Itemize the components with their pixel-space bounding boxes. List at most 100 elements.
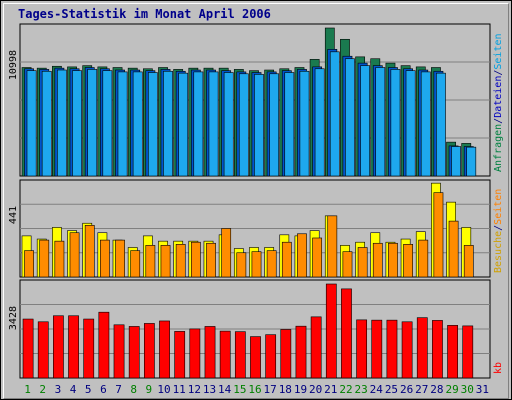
bar-kb-day-17: [265, 334, 277, 379]
bar-kb-day-11: [174, 331, 186, 379]
bar-seiten-day-6: [102, 70, 113, 177]
bar-seiten-day-18: [284, 72, 295, 177]
bar-seiten-day-30: [463, 245, 474, 278]
bar-seiten-day-3: [57, 69, 67, 177]
bar-seiten-day-3: [54, 240, 65, 278]
bar-seiten-day-25: [388, 242, 398, 278]
panel-bottom: 3428 kb: [8, 279, 504, 379]
bar-seiten-day-8: [132, 71, 143, 177]
bar-kb-day-18: [280, 329, 292, 379]
bar-kb-day-27: [416, 317, 428, 379]
bar-seiten-day-24: [372, 242, 383, 278]
x-tick-label-day-8: 8: [130, 383, 137, 396]
x-tick-label-day-13: 13: [203, 383, 216, 396]
x-tick-label-day-15: 15: [233, 383, 246, 396]
x-tick-label-day-2: 2: [39, 383, 46, 396]
bar-seiten-day-18: [281, 241, 292, 278]
bar-seiten-day-24: [375, 67, 386, 177]
bar-seiten-day-22: [342, 251, 353, 278]
bar-seiten-day-1: [24, 250, 34, 278]
bar-kb-day-4: [68, 315, 79, 379]
bar-seiten-day-23: [360, 65, 371, 177]
bar-kb-day-3: [53, 315, 64, 379]
bar-kb-day-24: [371, 319, 383, 379]
bar-seiten-day-30: [466, 146, 477, 177]
bar-seiten-day-25: [390, 69, 401, 177]
bar-seiten-day-28: [433, 192, 444, 278]
bar-seiten-day-11: [175, 244, 186, 278]
bar-seiten-day-13: [206, 242, 216, 278]
bar-kb-day-22: [341, 288, 352, 379]
legend-entry: /: [493, 70, 504, 76]
bar-seiten-day-26: [405, 70, 416, 177]
bar-kb-day-13: [204, 326, 216, 379]
bar-seiten-day-8: [130, 250, 141, 278]
bar-seiten-day-4: [69, 232, 80, 278]
bar-kb-day-23: [356, 319, 368, 379]
bar-seiten-day-12: [190, 241, 201, 278]
y-max-label: 3428: [8, 306, 19, 330]
bar-seiten-day-17: [266, 250, 277, 278]
x-tick-label-day-18: 18: [279, 383, 292, 396]
chart-inner-border: [3, 3, 509, 399]
bar-seiten-day-21: [327, 215, 338, 278]
bar-seiten-day-19: [299, 70, 310, 177]
bar-kb-day-7: [113, 324, 125, 379]
bar-seiten-day-21: [329, 51, 340, 177]
bar-seiten-day-13: [208, 71, 219, 177]
bar-kb-day-28: [432, 320, 443, 379]
bar-kb-day-30: [462, 325, 474, 379]
x-tick-label-day-22: 22: [339, 383, 352, 396]
panel-top: 10998 Anfragen/Dateien/Seiten: [8, 23, 504, 177]
legend-entry: Seiten: [493, 189, 504, 225]
x-tick-label-day-25: 25: [385, 383, 398, 396]
bar-seiten-day-29: [448, 220, 459, 278]
x-tick-label-day-16: 16: [248, 383, 261, 396]
y-max-label: 441: [8, 206, 19, 224]
x-tick-label-day-26: 26: [400, 383, 413, 396]
bar-seiten-day-15: [236, 252, 247, 278]
bar-kb-day-8: [128, 326, 140, 379]
x-tick-label-day-7: 7: [115, 383, 122, 396]
bar-kb-day-25: [386, 319, 398, 379]
x-tick-label-day-21: 21: [324, 383, 337, 396]
x-tick-label-day-19: 19: [294, 383, 307, 396]
bar-seiten-day-7: [115, 239, 125, 278]
legend-entry: /: [493, 118, 504, 124]
bar-kb-day-12: [189, 328, 201, 379]
legend-entry: Besuche: [493, 231, 504, 273]
bar-seiten-day-16: [251, 251, 262, 278]
x-tick-label-day-24: 24: [370, 383, 384, 396]
bar-seiten-day-10: [160, 245, 171, 278]
bar-seiten-day-12: [193, 71, 204, 177]
legend-top: Anfragen/Dateien/Seiten: [493, 33, 504, 172]
y-max-label: 10998: [8, 50, 19, 80]
bar-seiten-day-27: [420, 71, 431, 177]
bar-seiten-day-9: [147, 72, 158, 177]
bar-seiten-day-7: [117, 71, 128, 177]
x-tick-label-day-4: 4: [70, 383, 77, 396]
x-tick-label-day-31: 31: [476, 383, 489, 396]
x-tick-label-day-12: 12: [188, 383, 201, 396]
bar-seiten-day-17: [269, 73, 280, 177]
bar-seiten-day-1: [26, 70, 37, 177]
bar-seiten-day-2: [39, 239, 50, 278]
bar-seiten-day-2: [41, 70, 52, 177]
bar-seiten-day-20: [312, 237, 323, 278]
chart-title: Tages-Statistik im Monat April 2006: [18, 7, 271, 21]
legend-entry: /: [493, 225, 504, 231]
legend-entry: Dateien: [493, 76, 504, 118]
x-tick-label-day-23: 23: [355, 383, 368, 396]
bar-seiten-day-14: [223, 72, 234, 177]
bar-seiten-day-27: [418, 239, 429, 278]
x-tick-label-day-30: 30: [461, 383, 474, 396]
bar-seiten-day-5: [87, 69, 98, 177]
bar-kb-day-29: [447, 325, 458, 379]
legend-entry: Anfragen: [493, 124, 504, 172]
bar-kb-day-1: [22, 318, 34, 379]
bar-seiten-day-20: [314, 68, 325, 177]
x-tick-label-day-20: 20: [309, 383, 322, 396]
bar-kb-day-16: [250, 336, 261, 379]
bar-seiten-day-15: [238, 73, 249, 177]
